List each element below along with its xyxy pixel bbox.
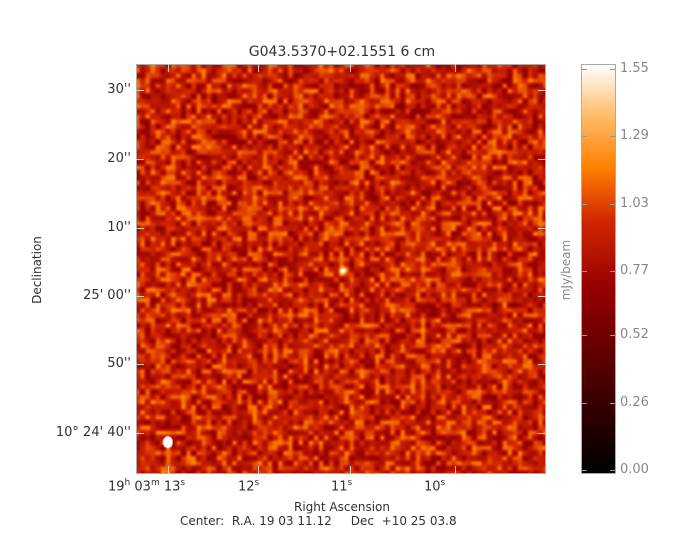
colorbar-tick-label: 0.52 — [620, 327, 649, 343]
x-tick-label: 10s — [424, 478, 446, 495]
x-tick-label: 12s — [238, 478, 260, 495]
colorbar-tick-mark — [610, 203, 616, 205]
colorbar-tick-mark — [610, 335, 616, 337]
y-tick-mark — [538, 296, 546, 297]
colorbar-label: mJy/beam — [559, 239, 573, 301]
colorbar-tick-mark — [581, 69, 587, 70]
x-tick-mark — [350, 466, 351, 474]
y-tick-mark — [538, 433, 546, 434]
y-tick-mark — [136, 90, 144, 91]
colorbar-tick-label: 0.00 — [620, 462, 649, 477]
x-tick-mark — [168, 466, 169, 474]
y-tick-mark — [136, 433, 144, 434]
colorbar-tick-mark — [581, 136, 587, 138]
x-tick-mark — [455, 466, 456, 474]
y-tick-mark — [538, 228, 546, 229]
radio-map-image — [136, 64, 546, 474]
colorbar-tick-mark — [610, 402, 616, 404]
colorbar-tick-label: 1.55 — [620, 61, 649, 76]
colorbar-tick-label: 1.03 — [620, 195, 649, 211]
center-coordinates: Center: R.A. 19 03 11.12 Dec +10 25 03.8 — [180, 514, 457, 528]
x-tick-mark — [455, 64, 456, 72]
x-axis-label: Right Ascension — [294, 500, 390, 514]
y-tick-mark — [136, 159, 144, 160]
x-tick-mark — [350, 64, 351, 72]
y-axis-label: Declination — [30, 236, 44, 304]
colorbar-tick-mark — [610, 470, 616, 471]
colorbar-tick-mark — [581, 270, 587, 272]
x-tick-label: 19h 03m 13s — [108, 478, 186, 495]
chart-title: G043.5370+02.1551 6 cm — [248, 44, 436, 60]
y-tick-mark — [538, 90, 546, 91]
colorbar-tick-mark — [581, 402, 587, 404]
colorbar-tick-mark — [581, 203, 587, 205]
colorbar-tick-mark — [581, 470, 587, 471]
y-tick-label: 20'' — [107, 151, 131, 166]
colorbar-tick-mark — [610, 270, 616, 272]
x-tick-mark — [168, 64, 169, 72]
y-tick-mark — [136, 296, 144, 297]
y-tick-mark — [538, 159, 546, 160]
colorbar-tick-mark — [581, 335, 587, 337]
colorbar-tick-label: 0.77 — [620, 262, 649, 278]
y-tick-label: 30'' — [107, 82, 131, 97]
colorbar-tick-mark — [610, 136, 616, 138]
y-tick-label: 50'' — [107, 356, 131, 371]
colorbar — [581, 64, 616, 474]
colorbar-tick-label: 1.29 — [620, 128, 649, 144]
y-tick-label: 10° 24' 40'' — [55, 425, 131, 440]
x-tick-label: 11s — [331, 478, 353, 495]
y-tick-mark — [136, 364, 144, 365]
x-tick-mark — [258, 466, 259, 474]
y-tick-label: 25' 00'' — [83, 288, 131, 303]
y-tick-mark — [136, 228, 144, 229]
y-tick-mark — [538, 364, 546, 365]
colorbar-tick-label: 0.26 — [620, 394, 649, 410]
colorbar-tick-mark — [610, 69, 616, 70]
y-tick-label: 10'' — [107, 220, 131, 235]
x-tick-mark — [258, 64, 259, 72]
